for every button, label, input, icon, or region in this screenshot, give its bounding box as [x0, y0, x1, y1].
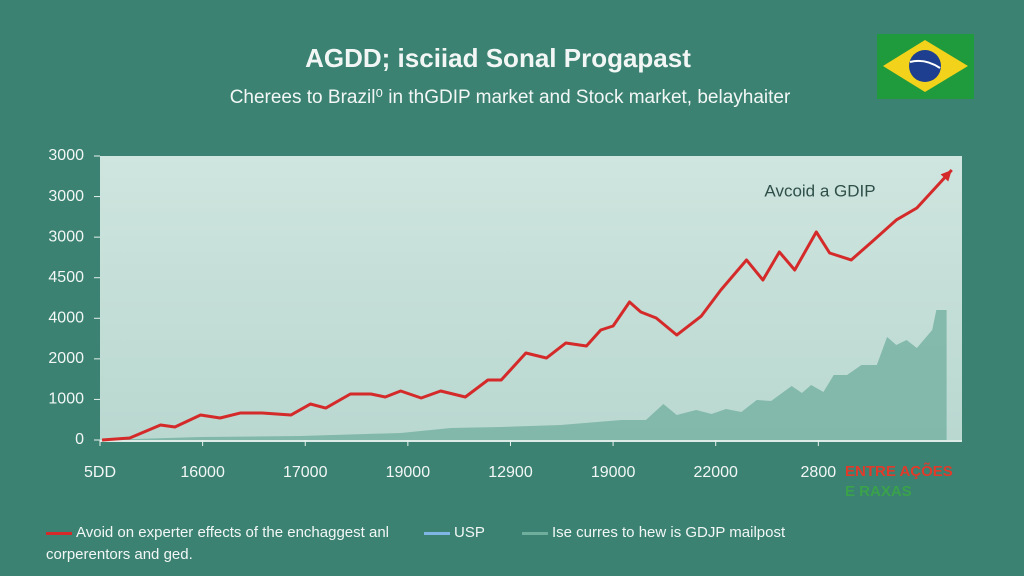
- legend-item: Ise curres to hew is GDJP mailpost: [522, 522, 822, 544]
- y-tick-label: 4500: [48, 269, 84, 286]
- legend-label: Avoid on experter effects of the enchagg…: [46, 524, 389, 563]
- x-tick-label: 5DD: [84, 464, 116, 481]
- x-tick-label: 17000: [283, 464, 328, 481]
- y-tick-label: 3000: [48, 147, 84, 164]
- x-tick-label: 19000: [386, 464, 431, 481]
- y-tick-label: 0: [75, 431, 84, 448]
- x-tick-label: 12900: [488, 464, 533, 481]
- y-tick-label: 3000: [48, 188, 84, 205]
- legend-swatch: [424, 531, 450, 535]
- legend-swatch: [522, 531, 548, 535]
- x-tick-label: 22000: [693, 464, 738, 481]
- flag: [877, 34, 974, 99]
- legend-item: USP: [424, 522, 514, 544]
- legend-label: USP: [454, 524, 485, 541]
- chart-title: AGDD; isciiad Sonal Progapast: [305, 43, 691, 73]
- x-tick-label: 2800: [801, 464, 837, 481]
- watermark: ENTRE AÇÕES: [845, 462, 953, 480]
- legend-item: Avoid on experter effects of the enchagg…: [46, 522, 416, 566]
- y-tick-label: 1000: [48, 391, 84, 408]
- watermark: E RAXAS: [845, 483, 912, 500]
- line: [101, 168, 953, 442]
- legend-label: Ise curres to hew is GDJP mailpost: [552, 524, 786, 541]
- y-tick-label: 3000: [48, 228, 84, 245]
- chart-subtitle: Cherees to Brazil⁰ in thGDIP market and …: [230, 87, 791, 108]
- x-tick-label: 19000: [591, 464, 636, 481]
- annotation: Avcoid a GDIP: [764, 181, 875, 200]
- y-tick-label: 4000: [48, 310, 84, 327]
- arrow-head: [940, 169, 952, 182]
- x-tick-label: 16000: [180, 464, 225, 481]
- y-tick-label: 2000: [48, 350, 84, 367]
- legend-swatch: [46, 531, 72, 535]
- area: [100, 310, 947, 440]
